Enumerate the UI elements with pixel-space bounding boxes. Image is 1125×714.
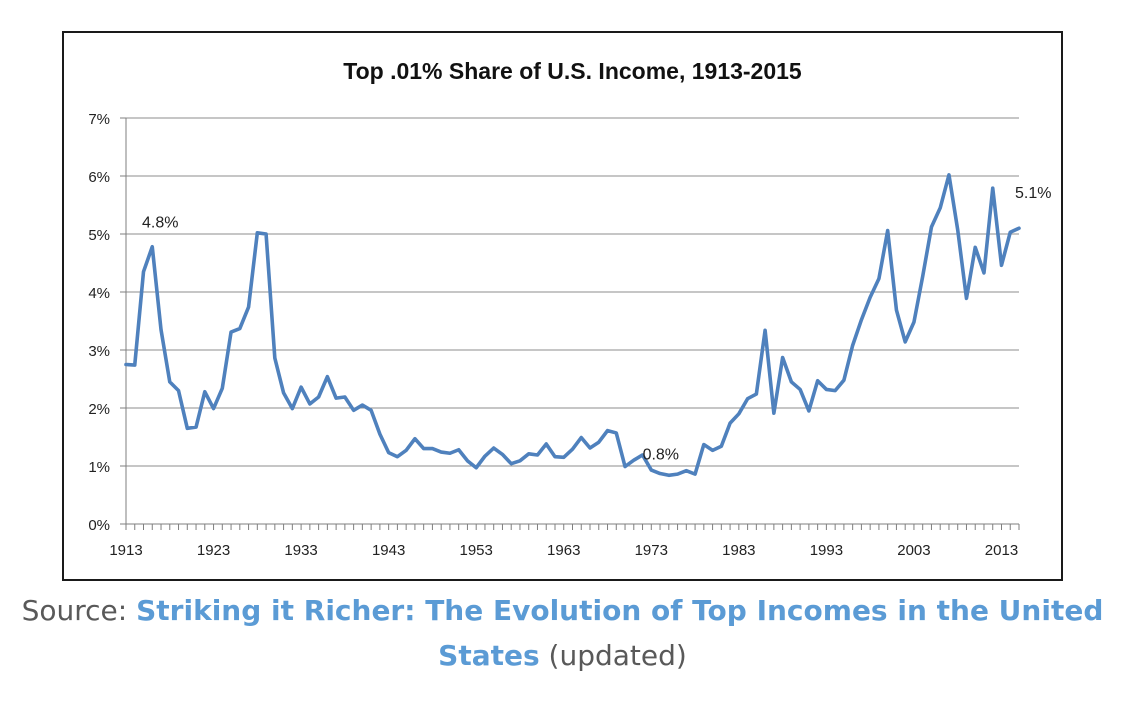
chart-title: Top .01% Share of U.S. Income, 1913-2015 — [343, 58, 802, 84]
source-caption: Source: Striking it Richer: The Evolutio… — [0, 588, 1125, 678]
y-tick-label-6: 6% — [88, 169, 110, 186]
y-tick-label-5: 5% — [88, 227, 110, 244]
x-tick-label-1983: 1983 — [722, 542, 755, 559]
chart-frame: Top .01% Share of U.S. Income, 1913-2015… — [62, 31, 1063, 581]
source-suffix: (updated) — [539, 639, 687, 672]
data-label-2: 5.1% — [1015, 185, 1051, 202]
x-tick-label-1913: 1913 — [109, 542, 142, 559]
y-tick-label-4: 4% — [88, 285, 110, 302]
source-link[interactable]: Striking it Richer: The Evolution of Top… — [136, 594, 1104, 672]
y-tick-label-0: 0% — [88, 517, 110, 534]
y-tick-label-7: 7% — [88, 111, 110, 128]
x-tick-label-1953: 1953 — [460, 542, 493, 559]
source-prefix: Source: — [21, 594, 137, 627]
x-tick-label-1963: 1963 — [547, 542, 580, 559]
data-label-0: 4.8% — [142, 215, 178, 232]
x-tick-label-1923: 1923 — [197, 542, 230, 559]
series-line-0 — [124, 173, 1021, 478]
line-chart: Top .01% Share of U.S. Income, 1913-2015… — [88, 58, 1051, 559]
x-tick-label-1973: 1973 — [635, 542, 668, 559]
x-tick-label-1943: 1943 — [372, 542, 405, 559]
x-tick-label-1933: 1933 — [284, 542, 317, 559]
y-tick-label-1: 1% — [88, 459, 110, 476]
x-tick-label-2003: 2003 — [897, 542, 930, 559]
y-tick-label-3: 3% — [88, 343, 110, 360]
y-tick-label-2: 2% — [88, 401, 110, 418]
x-tick-label-2013: 2013 — [985, 542, 1018, 559]
data-label-1: 0.8% — [643, 447, 679, 464]
x-tick-label-1993: 1993 — [810, 542, 843, 559]
